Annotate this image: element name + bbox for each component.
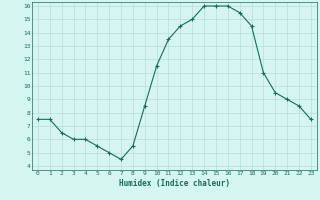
- X-axis label: Humidex (Indice chaleur): Humidex (Indice chaleur): [119, 179, 230, 188]
